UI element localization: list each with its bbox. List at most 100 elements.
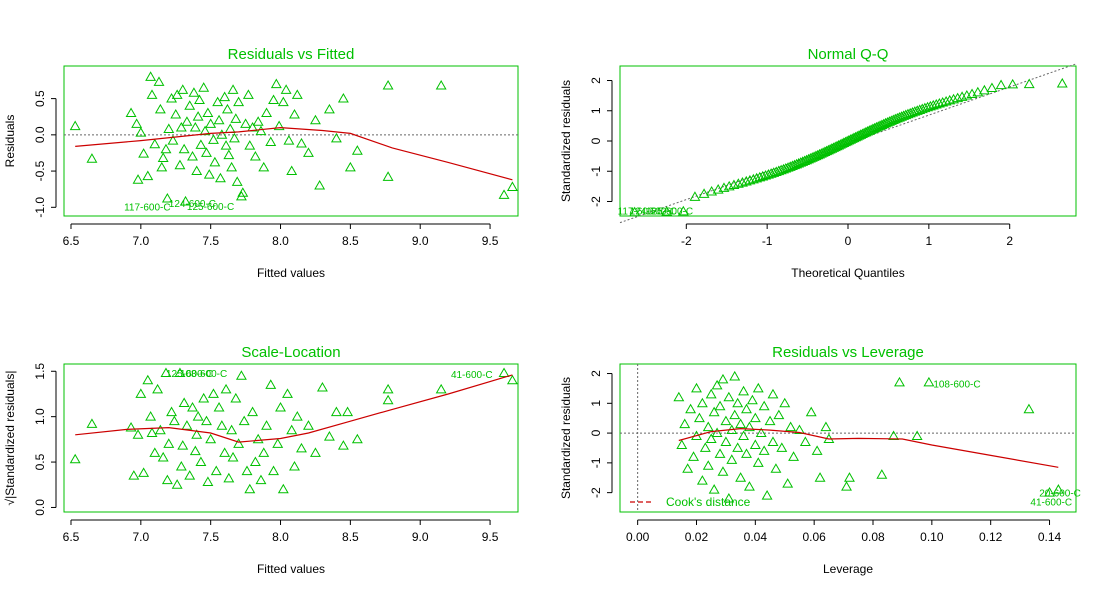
- data-point: [69, 453, 81, 464]
- data-point: [191, 429, 203, 439]
- x-tick-label: 0.00: [626, 530, 650, 544]
- point-label: 125-600-C: [646, 207, 693, 218]
- data-point: [273, 120, 285, 131]
- data-point: [717, 466, 729, 476]
- data-point: [779, 397, 791, 408]
- data-point: [289, 108, 300, 119]
- data-point: [865, 124, 877, 134]
- data-point: [323, 431, 335, 441]
- x-tick-label: 7.0: [132, 530, 149, 544]
- data-point: [189, 445, 201, 456]
- data-point: [820, 421, 832, 432]
- y-axis: 0.0 0.5 1.0 1.5: [33, 363, 57, 516]
- data-point: [337, 93, 349, 103]
- point-label: 20-600-C: [1039, 489, 1081, 500]
- data-point: [178, 397, 190, 407]
- data-point: [214, 172, 226, 183]
- data-point: [741, 448, 752, 458]
- y-tick-label: -1: [589, 166, 603, 177]
- data-point: [316, 381, 328, 392]
- x-tick-label: 9.5: [482, 530, 499, 544]
- data-point: [743, 421, 755, 432]
- data-point: [714, 400, 726, 411]
- data-point: [972, 86, 984, 97]
- y-tick-label: 1.0: [33, 408, 47, 425]
- plot-frame: [63, 65, 519, 217]
- data-point: [282, 388, 293, 398]
- data-point: [309, 114, 321, 125]
- data-point: [758, 400, 770, 411]
- data-point: [184, 100, 196, 110]
- data-point: [923, 376, 935, 387]
- data-point: [698, 188, 710, 198]
- data-point: [252, 433, 264, 444]
- data-point: [708, 406, 720, 417]
- data-point: [902, 108, 914, 119]
- x-tick-label: 9.0: [412, 234, 429, 248]
- y-axis-label: √|Standardized residuals|: [3, 371, 17, 506]
- data-point: [202, 476, 214, 486]
- data-point: [168, 415, 180, 426]
- data-point: [189, 121, 201, 132]
- data-point: [740, 175, 752, 186]
- data-point: [277, 483, 289, 494]
- data-point: [863, 125, 875, 135]
- data-point: [726, 454, 738, 464]
- data-point: [149, 138, 161, 149]
- data-point: [275, 401, 286, 412]
- data-point: [351, 433, 363, 444]
- data-point: [986, 82, 998, 93]
- x-tick-label: 0.12: [979, 530, 1003, 544]
- data-point: [344, 161, 356, 172]
- data-point: [212, 96, 224, 107]
- data-point: [952, 92, 964, 103]
- x-axis-label: Fitted values: [257, 266, 325, 280]
- x-axis-label: Theoretical Quantiles: [791, 266, 904, 280]
- plot-title: Residuals vs Leverage: [772, 344, 924, 361]
- data-point: [142, 374, 154, 385]
- data-point: [676, 439, 688, 449]
- data-point: [688, 451, 700, 461]
- y-tick-label: 0: [589, 137, 603, 144]
- data-point: [741, 403, 752, 414]
- data-point: [216, 129, 228, 139]
- data-point: [178, 143, 190, 154]
- data-point: [723, 492, 735, 503]
- x-axis: 6.5 7.0 7.5 8.0 8.5 9.0 9.5: [63, 519, 499, 544]
- data-point: [682, 463, 694, 473]
- y-axis-label: Residuals: [3, 115, 17, 168]
- data-point: [382, 171, 394, 181]
- y-tick-label: 0.0: [33, 126, 47, 143]
- data-point: [228, 132, 240, 143]
- data-point: [911, 430, 923, 441]
- data-point: [330, 132, 342, 143]
- data-point: [691, 382, 702, 393]
- data-point: [210, 465, 222, 476]
- data-point: [286, 424, 298, 435]
- data-point: [201, 415, 212, 426]
- x-tick-label: 8.0: [272, 530, 289, 544]
- data-point: [195, 456, 207, 467]
- data-point: [161, 193, 173, 203]
- data-point: [235, 370, 247, 380]
- data-point: [755, 427, 767, 438]
- data-point: [205, 118, 217, 128]
- data-point: [226, 424, 238, 435]
- data-point: [261, 107, 273, 118]
- data-point: [213, 114, 225, 125]
- data-point: [699, 442, 711, 452]
- y-axis-label: Standardized residuals: [559, 80, 573, 202]
- data-point: [135, 127, 147, 137]
- data-point: [280, 84, 292, 94]
- y-axis: -2 -1 0 1 2: [589, 370, 613, 498]
- data-point: [160, 367, 172, 378]
- data-point: [812, 149, 824, 160]
- data-point: [240, 118, 252, 128]
- data-point: [309, 447, 321, 457]
- x-tick-label: 0.02: [685, 530, 709, 544]
- x-tick-label: 0.06: [802, 530, 826, 544]
- x-tick-label: 9.0: [412, 530, 429, 544]
- data-point: [209, 156, 221, 167]
